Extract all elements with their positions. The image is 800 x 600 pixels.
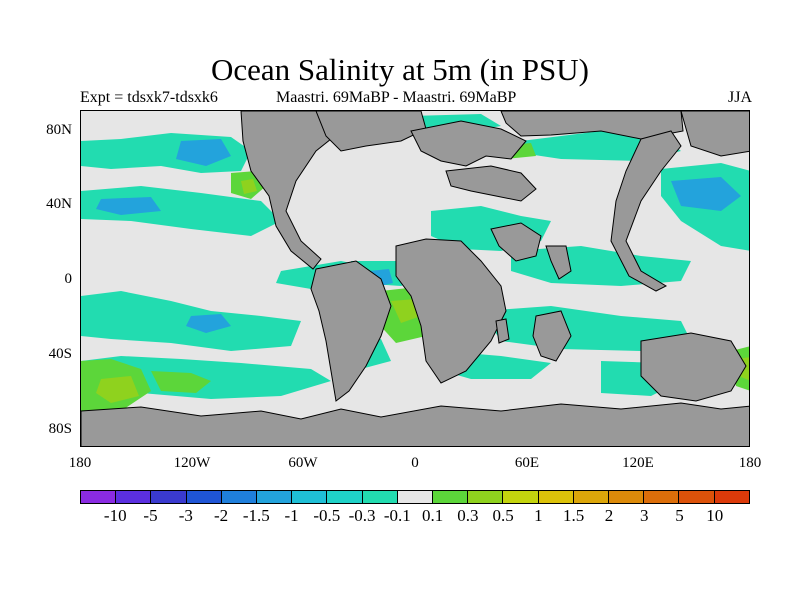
experiment-label: Expt = tdsxk7-tdsxk6 — [80, 89, 218, 106]
colorbar-tick-label: -5 — [143, 506, 158, 525]
lon-label-60e: 60E — [514, 455, 540, 471]
lon-label-60w: 60W — [288, 455, 318, 471]
colorbar-swatch — [468, 491, 504, 503]
colorbar-tick-label: -0.1 — [383, 506, 411, 525]
lat-label-80s: 80S — [48, 421, 72, 437]
colorbar-tick-label: -10 — [103, 506, 127, 525]
lon-label-0: 0 — [411, 455, 419, 471]
colorbar-swatch — [397, 491, 434, 503]
colorbar-swatch — [362, 491, 398, 503]
colorbar-tick-label: 1 — [534, 506, 543, 525]
colorbar-swatch — [151, 491, 187, 503]
colorbar-swatch — [81, 491, 117, 503]
colorbar-tick-label: 0.3 — [457, 506, 479, 525]
lon-label-180e: 180 — [738, 455, 762, 471]
colorbar-swatch — [292, 491, 328, 503]
colorbar-swatch — [433, 491, 469, 503]
colorbar-swatch — [116, 491, 152, 503]
colorbar-swatch — [257, 491, 293, 503]
map-canvas — [81, 111, 749, 446]
colorbar-tick-label: 2 — [604, 506, 614, 525]
colorbar-swatch — [714, 491, 749, 503]
colorbar-swatch — [327, 491, 363, 503]
colorbar-swatch — [644, 491, 680, 503]
chart-title: Ocean Salinity at 5m (in PSU) — [211, 52, 589, 87]
colorbar-tick-label: 10 — [706, 506, 724, 525]
lon-label-180w: 180 — [68, 455, 92, 471]
lon-label-120e: 120E — [622, 455, 654, 471]
colorbar-tick-label: 1.5 — [563, 506, 585, 525]
colorbar-tick-label: -3 — [178, 506, 193, 525]
colorbar-tick-label: -2 — [213, 506, 229, 525]
colorbar-swatch — [503, 491, 539, 503]
lon-label-120w: 120W — [173, 455, 211, 471]
colorbar-tick-label: 3 — [639, 506, 649, 525]
colorbar-swatch — [609, 491, 645, 503]
lat-label-80n: 80N — [46, 122, 72, 138]
colorbar-tick-label: -0.5 — [313, 506, 341, 525]
colorbar-swatch — [538, 491, 574, 503]
colorbar — [80, 490, 750, 504]
colorbar-swatch — [221, 491, 258, 503]
lat-label-0: 0 — [64, 271, 73, 287]
colorbar-tick-label: 0.5 — [492, 506, 514, 525]
colorbar-tick-label: 5 — [675, 506, 684, 525]
colorbar-swatch — [679, 491, 715, 503]
colorbar-swatch — [186, 491, 222, 503]
season-label: JJA — [727, 89, 752, 106]
lat-label-40s: 40S — [48, 346, 72, 362]
salinity-map — [80, 110, 750, 447]
lat-label-40n: 40N — [46, 196, 72, 212]
land-masses — [81, 111, 749, 446]
colorbar-tick-label: -1.5 — [242, 506, 270, 525]
colorbar-tick-label: -1 — [284, 506, 299, 525]
colorbar-tick-label: -0.3 — [348, 506, 376, 525]
period-label: Maastri. 69MaBP - Maastri. 69MaBP — [276, 89, 517, 106]
colorbar-tick-label: 0.1 — [422, 506, 444, 525]
colorbar-swatch — [573, 491, 610, 503]
